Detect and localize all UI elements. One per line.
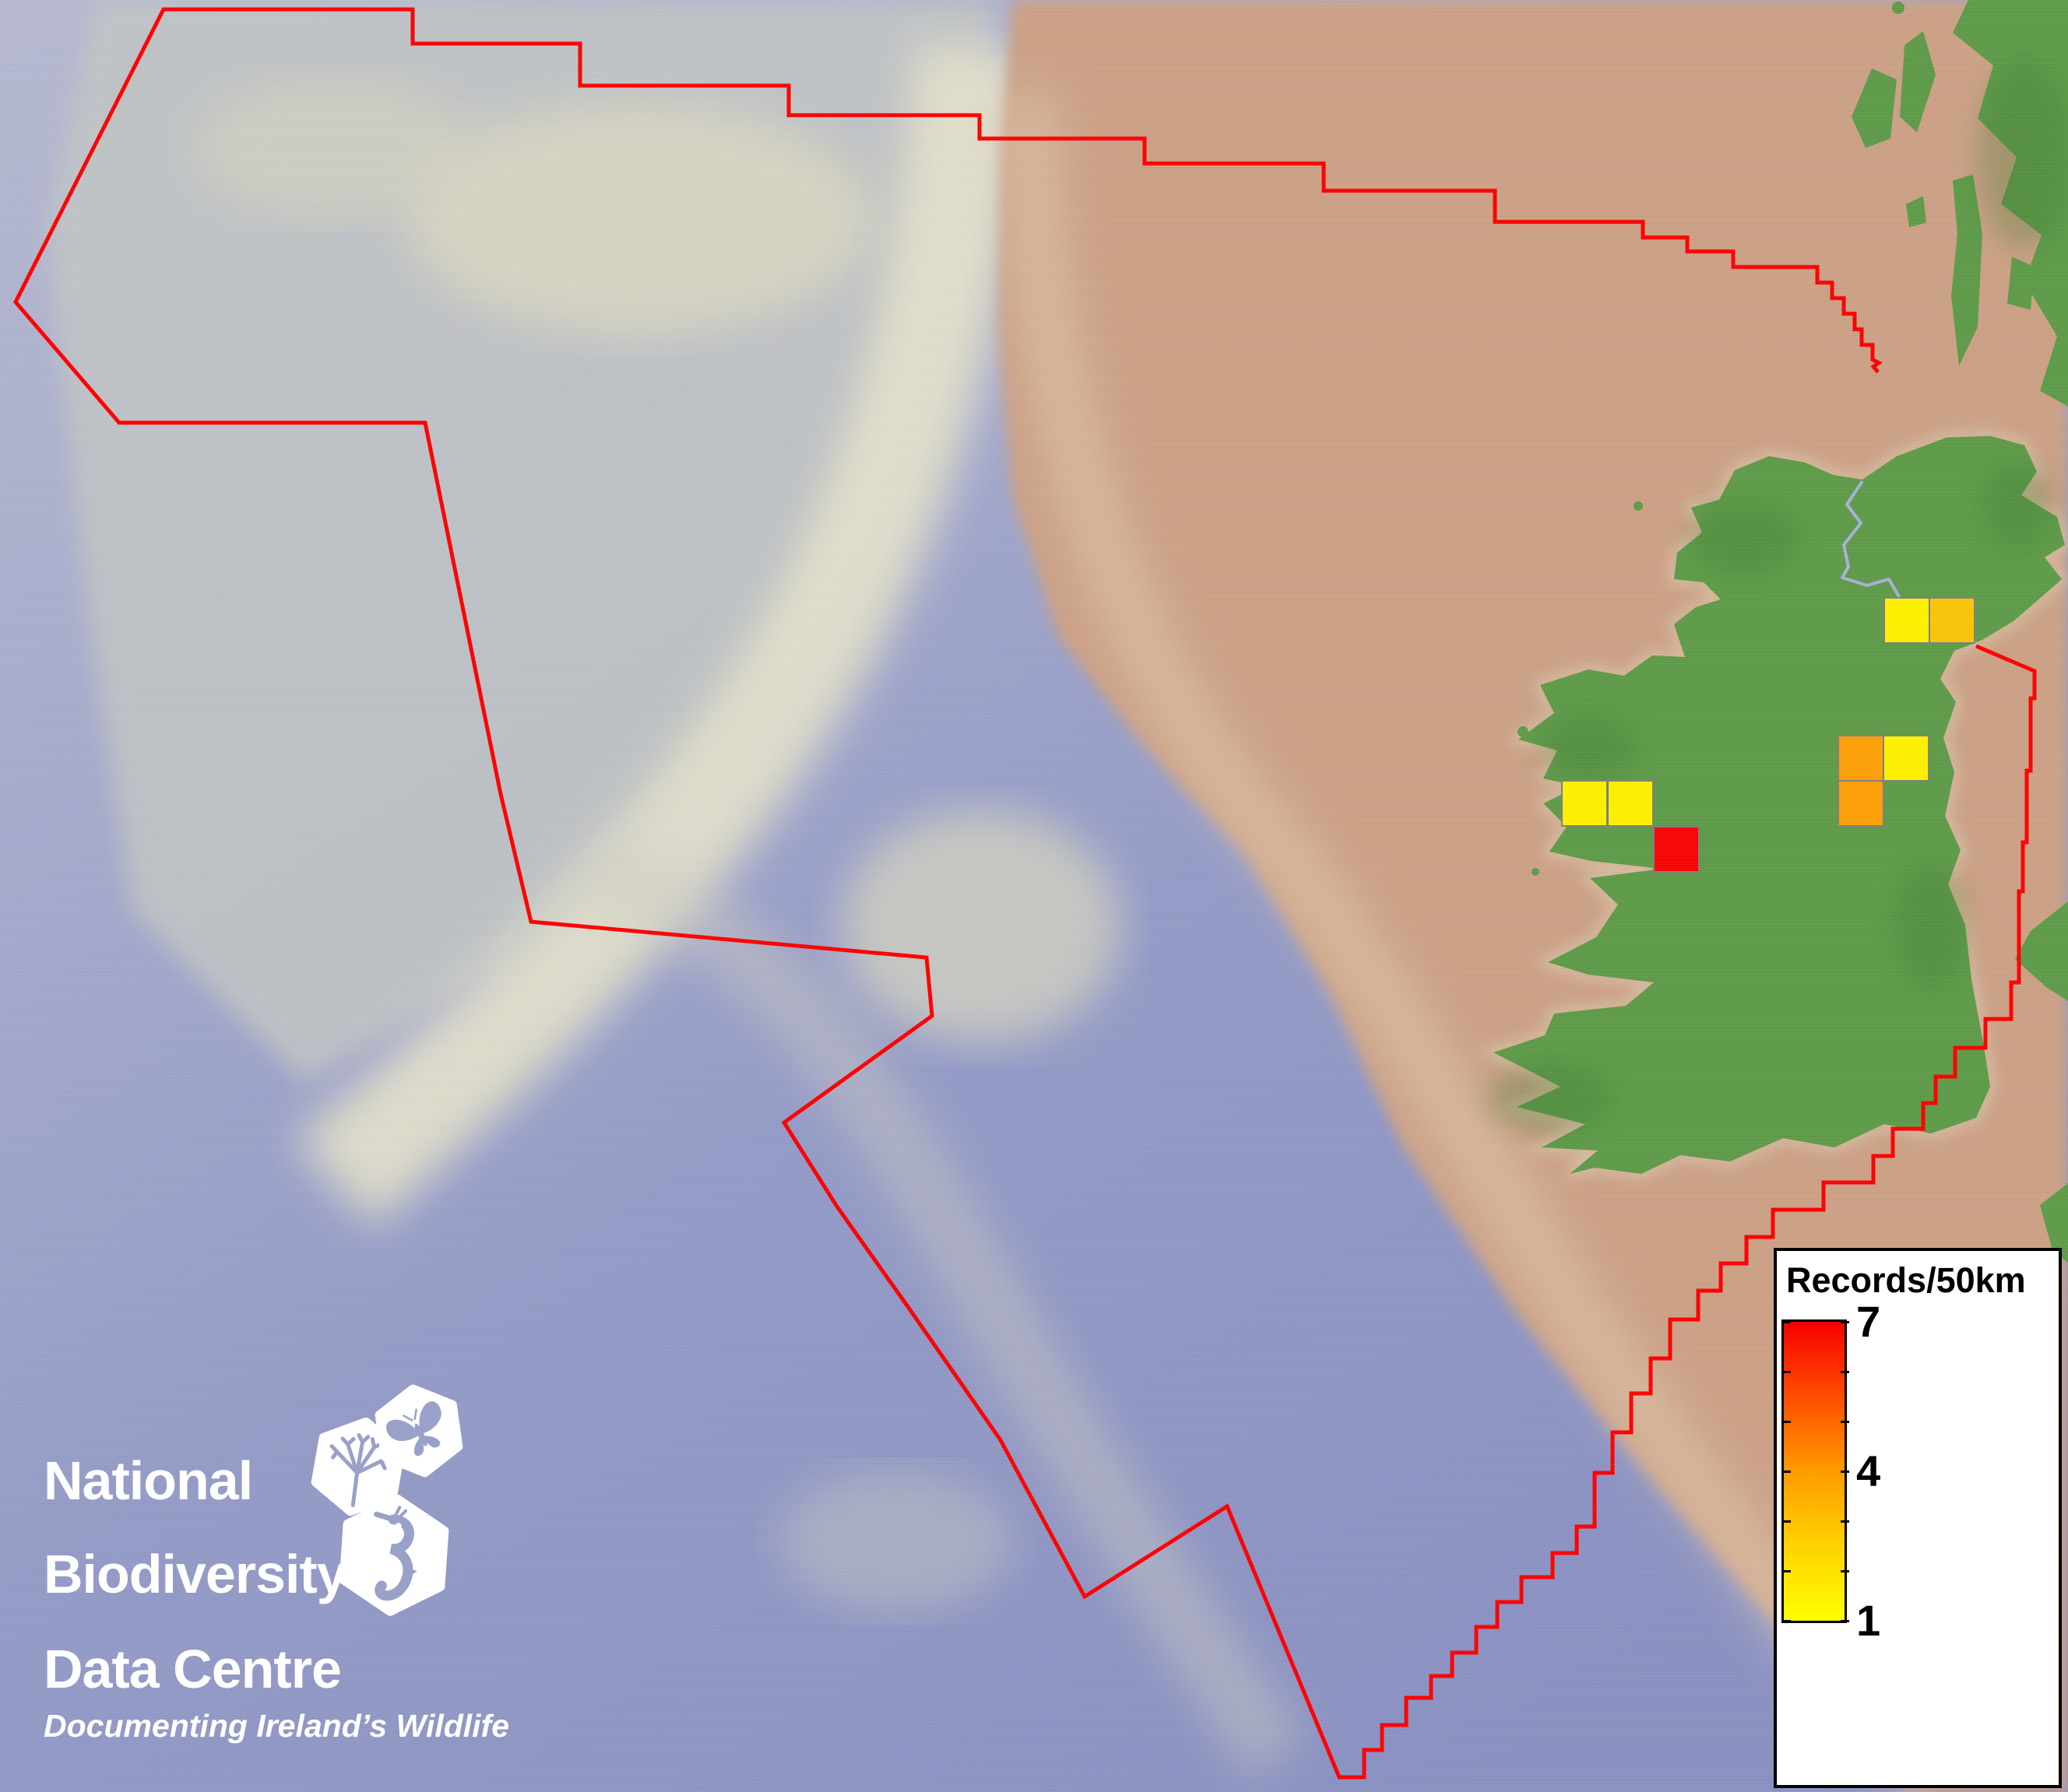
sand-bank-region [195,78,475,218]
wales-coast-fragment [2040,1183,2068,1263]
legend-title: Records/50km [1786,1260,2026,1300]
seahorse-hexagon [339,1495,449,1616]
wales-coast-fragment [2015,901,2068,1001]
legend-panel: Records/50km 7 4 1 [1774,1248,2062,1788]
islay-island [1852,69,1897,148]
butterfly-hexagon [375,1384,463,1478]
plant-umbel-icon [329,1433,391,1508]
logo-line-biodiversity: Biodiversity [44,1544,347,1604]
legend-min-label: 1 [1856,1596,1881,1645]
grid-square [1883,597,1930,644]
legend-tick-mark [1782,1321,1791,1323]
porcupine-bank-region [841,810,1121,1043]
grid-square [1561,780,1608,827]
legend-tick-mark [1782,1620,1791,1622]
legend-gradient-bar [1781,1319,1849,1623]
legend-tick-mark [1841,1321,1849,1323]
butterfly-icon [386,1401,441,1456]
records-grid-squares [1561,597,1975,873]
bank-region [779,1471,1012,1611]
legend-tick-mark [1841,1520,1849,1523]
grid-square [1929,597,1975,644]
grid-square [1883,735,1929,782]
shelf-edge-band-south [582,838,1307,1779]
jura-island [1900,31,1936,132]
shelf-edge-band [295,43,1032,1227]
legend-tick-mark [1841,1370,1849,1373]
grid-square [1653,826,1700,873]
legend-tick-mark [1782,1420,1791,1423]
grid-square [1838,780,1884,827]
legend-tick-mark [1841,1570,1849,1572]
grid-square [1838,735,1884,782]
offshore-islets [1518,2,1904,876]
designated-area-boundary-line [13,7,2037,1780]
seahorse-icon [374,1506,417,1601]
legend-tick-mark [1782,1520,1791,1523]
arran-island [2007,257,2034,310]
kintyre-peninsula [1951,174,1982,366]
logo-tagline: Documenting Ireland’s Wildlife [44,1708,510,1744]
logo-hexagon-cluster [311,1384,463,1616]
legend-tick-mark [1841,1620,1849,1622]
legend-tick-mark [1841,1420,1849,1423]
upland-shading [1487,62,2068,1133]
grid-square [1607,780,1654,827]
small-island [1906,196,1926,227]
legend-tick-mark [1782,1470,1791,1473]
legend-tick-mark [1782,1370,1791,1373]
legend-mid-label: 4 [1856,1446,1881,1495]
sand-bank-region [405,101,872,335]
legend-tick-mark [1782,1570,1791,1572]
logo-line-national: National [44,1450,253,1511]
logo-line-data-centre: Data Centre [44,1639,342,1699]
legend-tick-mark [1841,1470,1849,1473]
legend-max-label: 7 [1856,1297,1881,1346]
inner-shelf-fringe [1001,93,1938,1792]
